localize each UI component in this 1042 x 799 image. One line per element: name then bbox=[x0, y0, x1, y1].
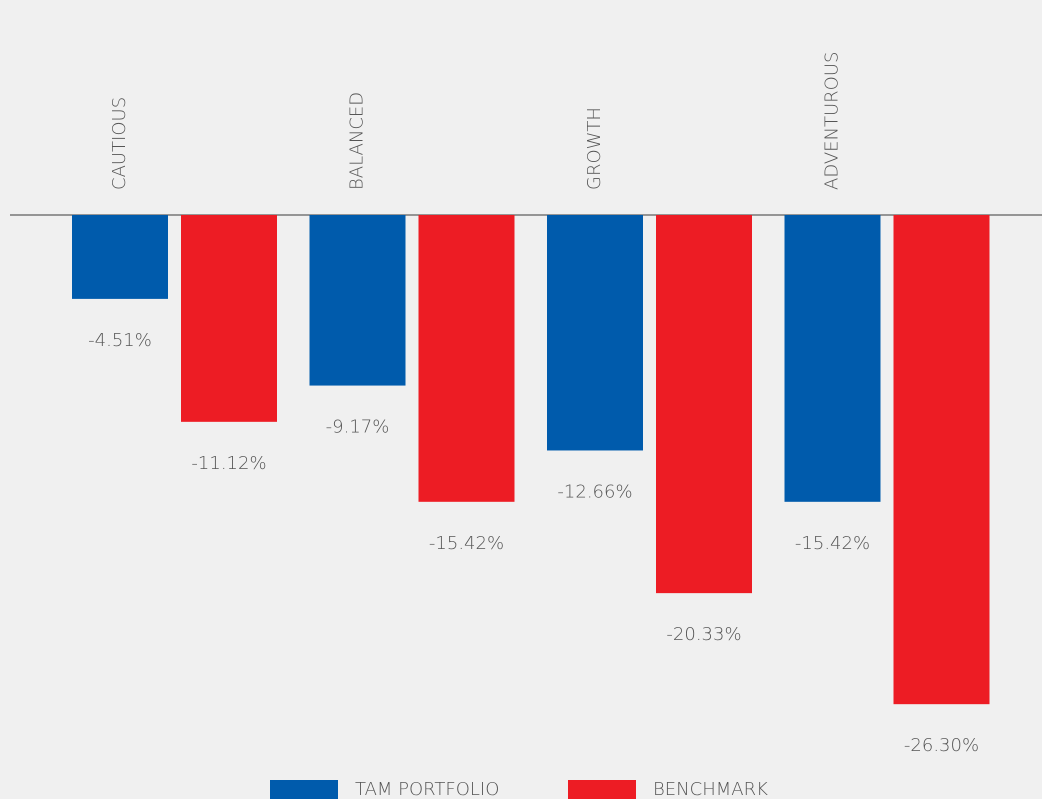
category-label: ADVENTUROUS bbox=[822, 52, 843, 190]
category-label: GROWTH bbox=[584, 107, 605, 190]
value-label: -26.30% bbox=[904, 735, 979, 756]
legend-swatch bbox=[270, 780, 338, 799]
category-label: BALANCED bbox=[347, 92, 368, 190]
bar bbox=[309, 215, 406, 386]
value-label: -20.33% bbox=[666, 624, 741, 645]
bar bbox=[547, 215, 643, 451]
bar bbox=[72, 215, 168, 299]
value-label: -15.42% bbox=[429, 533, 504, 554]
bar bbox=[893, 215, 990, 705]
bar bbox=[181, 215, 277, 422]
legend-swatch bbox=[568, 780, 636, 799]
bar bbox=[656, 215, 752, 594]
bar bbox=[418, 215, 515, 502]
value-label: -12.66% bbox=[557, 481, 632, 502]
category-label: CAUTIOUS bbox=[109, 97, 130, 190]
legend-label: BENCHMARK bbox=[653, 779, 768, 799]
value-label: -15.42% bbox=[795, 533, 870, 554]
value-label: -9.17% bbox=[326, 417, 390, 438]
bar bbox=[784, 215, 881, 502]
value-label: -11.12% bbox=[191, 453, 266, 474]
value-label: -4.51% bbox=[88, 330, 152, 351]
legend-label: TAM PORTFOLIO bbox=[355, 779, 499, 799]
